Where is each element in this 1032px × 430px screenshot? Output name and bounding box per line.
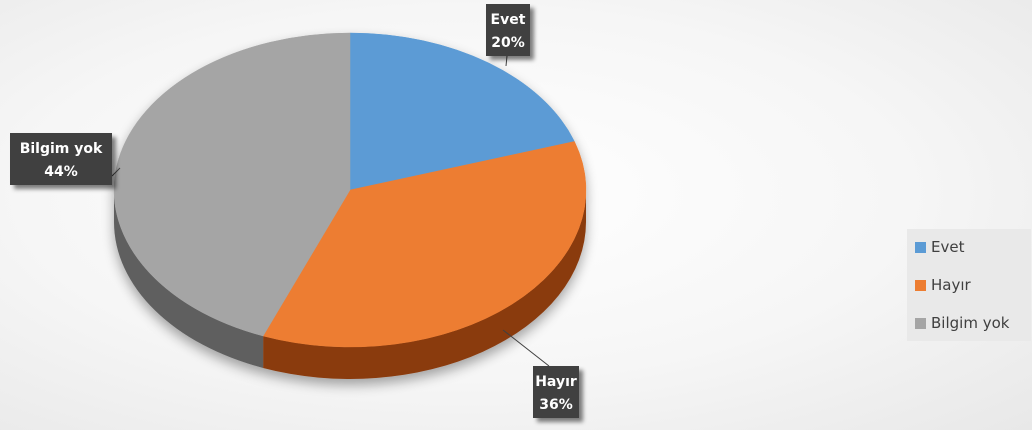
data-label-box [533,366,579,418]
data-label-evet: Evet 20% [486,4,530,67]
data-labels: Evet 20% Bilgim yok 44% Hayır 36% [10,4,579,418]
legend-item-bilgim-yok: Bilgim yok [915,314,1009,332]
legend-label-hayir: Hayır [931,276,971,294]
legend-label-bilgim-yok: Bilgim yok [931,314,1010,332]
pie-slice-bilgim-yok [113,32,351,337]
data-label-value: 36% [539,397,573,413]
pie-body [113,32,587,379]
legend-swatch-bilgim-yok [915,317,926,329]
data-label-box [486,4,530,56]
data-label-category: Evet [491,12,526,28]
data-label-value: 44% [44,164,78,180]
legend-item-hayir: Hayır [915,276,971,294]
leader-line [111,167,121,177]
legend-swatch-evet [915,241,926,253]
data-label-hayir: Hayır 36% [502,329,579,418]
data-label-box [10,133,112,185]
pie-slices [113,32,587,379]
pie-slice-hayir [262,141,587,348]
legend: Evet Hayır Bilgim yok [907,229,1031,341]
data-label-bilgim-yok: Bilgim yok 44% [10,133,121,185]
legend-item-evet: Evet [915,238,964,256]
legend-label-evet: Evet [931,238,965,256]
leader-line [502,329,550,367]
data-label-category: Hayır [535,374,577,390]
pie-side-bilgim-yok [114,190,264,368]
data-label-category: Bilgim yok [20,141,103,157]
legend-swatch-hayir [915,279,926,291]
data-label-value: 20% [491,35,525,51]
leader-line [505,55,508,67]
pie-slice-evet [349,32,575,191]
